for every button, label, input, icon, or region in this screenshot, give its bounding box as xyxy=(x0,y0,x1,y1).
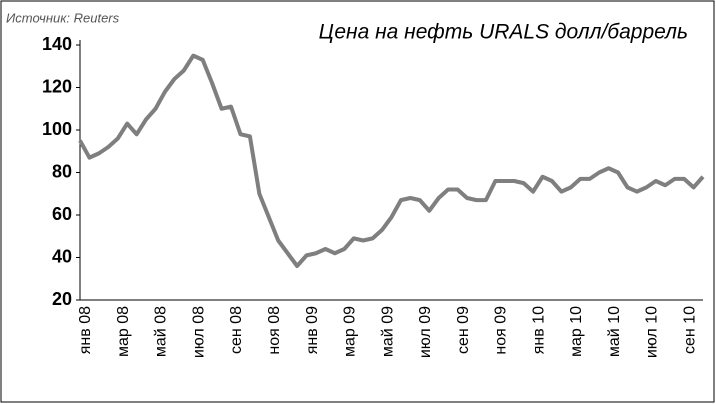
chart-title: Цена на нефть URALS долл/баррель xyxy=(319,21,688,44)
x-tick-label: мар 10 xyxy=(568,306,585,357)
x-tick-label: сен 10 xyxy=(681,306,698,354)
x-tick-label: май 10 xyxy=(606,306,623,357)
y-tick-label: 100 xyxy=(42,119,72,139)
x-tick-label: май 08 xyxy=(153,306,170,357)
y-tick-label: 80 xyxy=(52,161,72,181)
x-tick-label: мар 09 xyxy=(342,306,359,357)
y-tick-label: 40 xyxy=(52,246,72,266)
x-tick-label: сен 08 xyxy=(228,306,245,354)
source-note: Источник: Reuters xyxy=(6,10,120,25)
x-tick-label: ноя 09 xyxy=(493,306,510,355)
x-tick-label: июл 08 xyxy=(190,306,207,358)
x-tick-label: ноя 08 xyxy=(266,306,283,355)
x-tick-label: янв 09 xyxy=(304,306,321,354)
x-tick-label: сен 09 xyxy=(455,306,472,354)
x-tick-label: июл 09 xyxy=(417,306,434,358)
x-tick-label: мар 08 xyxy=(115,306,132,357)
y-tick-label: 120 xyxy=(42,76,72,96)
x-tick-label: янв 08 xyxy=(77,306,94,354)
y-tick-label: 140 xyxy=(42,34,72,54)
y-tick-label: 20 xyxy=(52,289,72,309)
x-tick-label: июл 10 xyxy=(644,306,661,358)
x-tick-label: янв 10 xyxy=(530,306,547,354)
line-series xyxy=(78,53,705,268)
x-tick-label: май 09 xyxy=(379,306,396,357)
y-tick-label: 60 xyxy=(52,204,72,224)
